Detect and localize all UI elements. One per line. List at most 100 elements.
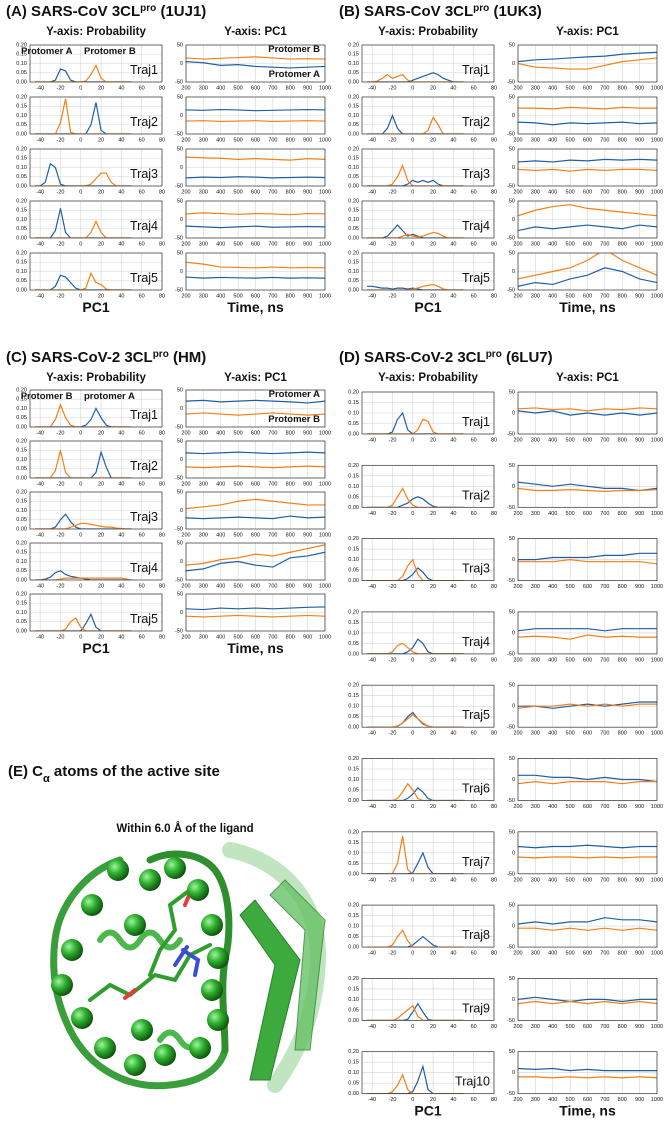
x-tick-label: 1000 (319, 634, 331, 640)
x-tick-label: 700 (268, 481, 277, 487)
series-annotation: Protomer A (269, 389, 321, 400)
x-tick-label: 60 (471, 731, 477, 737)
x-tick-label: 500 (566, 1024, 575, 1030)
x-tick-label: 40 (450, 293, 456, 299)
x-tick-label: 600 (583, 137, 592, 143)
y-tick-label: 0.05 (348, 641, 359, 647)
x-tick-label: 700 (600, 241, 609, 247)
y-tick-label: 0.10 (16, 559, 27, 565)
title-part: (6LU7) (502, 349, 553, 366)
title-part: atoms of the active site (50, 763, 220, 780)
x-tick-label: 200 (513, 437, 522, 443)
density-line (35, 221, 131, 238)
x-tick-label: 500 (566, 877, 575, 883)
y-tick-label: 0.00 (348, 1091, 359, 1097)
x-tick-label: 0 (411, 584, 414, 590)
y-tick-label: 0.00 (348, 183, 359, 189)
x-tick-label: 500 (234, 481, 243, 487)
x-tick-label: 900 (635, 437, 644, 443)
x-tick-label: 0 (411, 85, 414, 91)
density-line (367, 73, 463, 82)
x-tick-label: 600 (583, 804, 592, 810)
x-tick-label: 700 (600, 951, 609, 957)
y-tick-label: 0.20 (348, 250, 359, 256)
y-tick-label: 0.00 (348, 131, 359, 137)
density-line (367, 937, 463, 948)
x-tick-label: 40 (118, 532, 124, 538)
x-tick-label: 600 (583, 511, 592, 517)
y-tick-label: 0.15 (348, 156, 359, 162)
y-tick-label: 0.20 (348, 829, 359, 835)
y-tick-label: 0 (512, 704, 515, 710)
x-tick-label: 40 (450, 804, 456, 810)
y-tick-label: 0.15 (348, 260, 359, 266)
x-tick-label: -20 (56, 583, 64, 589)
y-tick-label: 0 (180, 217, 183, 223)
x-tick-label: 600 (583, 241, 592, 247)
x-tick-label: 60 (139, 583, 145, 589)
y-tick-label: 0.20 (16, 438, 27, 444)
x-tick-label: 1000 (651, 804, 663, 810)
x-tick-label: 200 (181, 293, 190, 299)
density-line (367, 713, 463, 728)
y-tick-label: 0.05 (348, 226, 359, 232)
x-tick-label: 200 (513, 731, 522, 737)
x-tick-label: 20 (430, 657, 436, 663)
x-tick-label: -20 (388, 293, 396, 299)
y-tick-label: -50 (507, 235, 515, 241)
subplot-title: Y-axis: PC1 (556, 372, 619, 384)
x-tick-label: -20 (56, 137, 64, 143)
x-tick-label: 60 (471, 511, 477, 517)
x-tick-label: -20 (56, 241, 64, 247)
x-tick-label: 400 (548, 584, 557, 590)
x-tick-label: 900 (635, 877, 644, 883)
x-axis-label: Time, ns (559, 1103, 616, 1119)
y-tick-label: 0 (180, 165, 183, 171)
x-tick-label: 700 (268, 189, 277, 195)
x-tick-label: 900 (303, 430, 312, 436)
y-tick-label: 50 (509, 42, 515, 48)
x-tick-label: 300 (531, 137, 540, 143)
x-tick-label: 40 (118, 293, 124, 299)
x-tick-label: -20 (388, 85, 396, 91)
y-tick-label: 0.10 (16, 165, 27, 171)
density-line (35, 452, 131, 478)
x-axis-label: PC1 (414, 1103, 441, 1119)
y-tick-label: -50 (507, 871, 515, 877)
trajectory-label: Traj4 (130, 561, 158, 575)
x-tick-label: 400 (548, 293, 557, 299)
density-line (35, 173, 131, 186)
y-tick-label: 0.05 (16, 568, 27, 574)
x-tick-label: 0 (79, 583, 82, 589)
x-tick-label: 900 (303, 532, 312, 538)
y-tick-label: 0 (180, 559, 183, 565)
panel-title: (B) SARS-CoV 3CLpro (1UK3) (339, 3, 542, 21)
x-tick-label: 1000 (319, 481, 331, 487)
x-tick-label: 200 (181, 583, 190, 589)
y-tick-label: 0.20 (348, 976, 359, 982)
x-axis-label: Time, ns (227, 640, 284, 656)
x-tick-label: 400 (216, 634, 225, 640)
y-tick-label: 0.10 (348, 269, 359, 275)
y-tick-label: 0.05 (16, 174, 27, 180)
density-line (35, 405, 131, 427)
x-tick-label: 60 (471, 437, 477, 443)
y-tick-label: 0.20 (16, 591, 27, 597)
title-part: (1UJ1) (156, 3, 206, 20)
x-tick-label: 20 (98, 189, 104, 195)
density-line (35, 273, 131, 290)
y-tick-label: 50 (509, 756, 515, 762)
panel-e: (E) Cα atoms of the active site Within 6… (8, 763, 325, 1086)
y-tick-label: 0.20 (16, 489, 27, 495)
x-tick-label: 60 (139, 293, 145, 299)
y-tick-label: 50 (177, 591, 183, 597)
x-tick-label: 400 (548, 877, 557, 883)
x-tick-label: 900 (635, 241, 644, 247)
y-tick-label: 0.15 (348, 547, 359, 553)
y-tick-label: 0.05 (16, 226, 27, 232)
x-tick-label: -20 (56, 532, 64, 538)
x-tick-label: 60 (139, 634, 145, 640)
x-axis-label: Time, ns (227, 299, 284, 315)
panel-title: (D) SARS-CoV-2 3CLpro (6LU7) (339, 349, 553, 367)
x-tick-label: 300 (199, 293, 208, 299)
